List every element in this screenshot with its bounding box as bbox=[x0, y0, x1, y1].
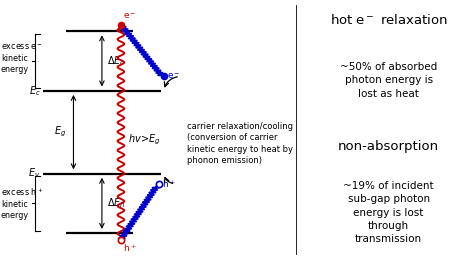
Text: excess e$^-$
kinetic
energy: excess e$^-$ kinetic energy bbox=[1, 42, 43, 74]
Text: $hv\!>\!E_g$: $hv\!>\!E_g$ bbox=[128, 133, 161, 147]
Text: e$^-$: e$^-$ bbox=[123, 11, 137, 21]
Text: $E_g$: $E_g$ bbox=[54, 125, 66, 139]
Text: $\Delta E_c$: $\Delta E_c$ bbox=[107, 54, 125, 68]
Text: h$^+$: h$^+$ bbox=[123, 242, 137, 254]
Text: h$^+$: h$^+$ bbox=[162, 178, 176, 190]
Text: excess h$^+$
kinetic
energy: excess h$^+$ kinetic energy bbox=[1, 186, 43, 220]
Text: $\Delta E_h$: $\Delta E_h$ bbox=[107, 196, 125, 210]
Text: $E_v$: $E_v$ bbox=[28, 167, 40, 181]
Text: hot e$^-$ relaxation: hot e$^-$ relaxation bbox=[330, 13, 447, 27]
Text: ~50% of absorbed
photon energy is
lost as heat: ~50% of absorbed photon energy is lost a… bbox=[340, 62, 438, 99]
Text: carrier relaxation/cooling
(conversion of carrier
kinetic energy to heat by
phon: carrier relaxation/cooling (conversion o… bbox=[187, 122, 293, 165]
Text: e$^-$: e$^-$ bbox=[167, 71, 180, 81]
Text: $E_c$: $E_c$ bbox=[28, 84, 40, 98]
Text: ~19% of incident
sub-gap photon
energy is lost
through
transmission: ~19% of incident sub-gap photon energy i… bbox=[343, 181, 434, 244]
Text: non-absorption: non-absorption bbox=[338, 140, 439, 153]
